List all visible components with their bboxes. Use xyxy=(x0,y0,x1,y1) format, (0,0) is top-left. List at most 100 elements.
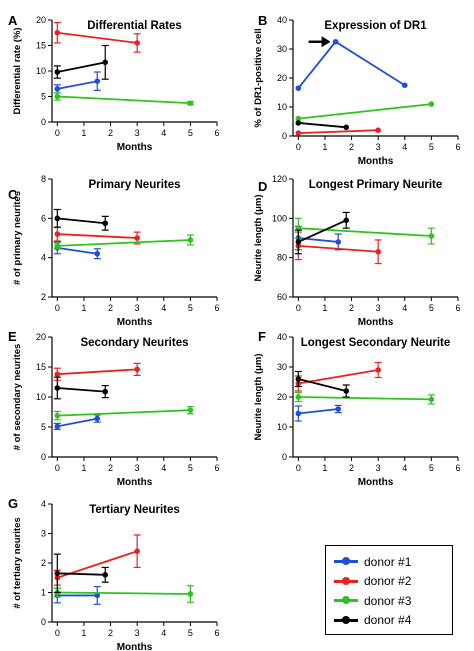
series-line xyxy=(57,239,191,247)
x-tick-label: 6 xyxy=(214,628,219,638)
series-donor4 xyxy=(53,553,109,594)
x-tick-label: 5 xyxy=(188,463,193,473)
data-point xyxy=(428,233,435,239)
series-line xyxy=(57,31,138,44)
series-donor4 xyxy=(295,120,350,131)
legend-swatch xyxy=(334,576,358,586)
x-tick-label: 4 xyxy=(402,303,407,313)
y-tick-label: 0 xyxy=(282,131,287,141)
x-axis-label: Months xyxy=(358,317,394,328)
series-donor3 xyxy=(53,234,194,250)
data-point xyxy=(102,220,109,227)
x-tick-label: 3 xyxy=(135,303,140,313)
data-point xyxy=(94,250,101,257)
data-point xyxy=(335,239,342,245)
data-point xyxy=(335,406,342,412)
legend-item: donor #2 xyxy=(334,572,452,592)
series-donor2 xyxy=(53,21,141,53)
x-tick-label: 4 xyxy=(402,463,407,473)
series-line xyxy=(298,244,379,253)
x-tick-label: 4 xyxy=(161,303,166,313)
y-tick-label: 5 xyxy=(41,422,46,432)
chart-title: Primary Neurites xyxy=(88,179,180,191)
panel-d: D Longest Primary Neurite 60 80 100 120 0 1 2 3 4 5… xyxy=(253,174,461,328)
legend-label: donor #1 xyxy=(364,554,412,569)
series-line xyxy=(298,122,347,129)
x-tick-label: 1 xyxy=(81,128,86,138)
panel-b: B Expression of DR1 0 10 20 30 40 0 1 2 3 4 5 6 Months… xyxy=(253,13,461,167)
panel-letter: A xyxy=(8,13,18,28)
series-line xyxy=(297,40,406,89)
data-point xyxy=(428,396,435,403)
series-donor4 xyxy=(53,376,109,400)
series-donor1 xyxy=(295,38,408,91)
data-point xyxy=(54,570,61,577)
y-tick-label: 0 xyxy=(282,452,287,462)
y-axis-label: # of secondary neurites xyxy=(12,344,23,451)
data-point xyxy=(134,366,140,373)
x-tick-label: 1 xyxy=(81,303,86,313)
series-line xyxy=(57,387,106,393)
data-point xyxy=(295,85,302,91)
panel-letter: G xyxy=(8,496,18,511)
y-tick-label: 2 xyxy=(41,558,46,568)
y-axis-label: % of DR1-positive cell xyxy=(253,28,264,127)
data-point xyxy=(187,100,194,106)
x-tick-label: 5 xyxy=(429,303,434,313)
x-tick-label: 4 xyxy=(161,463,166,473)
y-tick-label: 10 xyxy=(36,392,46,402)
x-axis-label: Months xyxy=(117,642,153,651)
series-line xyxy=(57,233,138,239)
series-donor3 xyxy=(295,101,435,122)
series-donor4 xyxy=(294,211,350,255)
series-line xyxy=(57,417,98,428)
data-point xyxy=(295,130,302,136)
series-line xyxy=(57,246,98,255)
y-tick-label: 4 xyxy=(41,499,46,509)
x-tick-label: 3 xyxy=(135,628,140,638)
data-point xyxy=(54,243,61,249)
series-line xyxy=(57,409,191,417)
data-point xyxy=(102,388,109,395)
data-point xyxy=(375,127,381,133)
x-tick-label: 5 xyxy=(429,463,434,473)
data-point xyxy=(102,572,109,578)
series-line xyxy=(298,378,347,392)
series-line xyxy=(57,591,191,595)
x-axis-label: Months xyxy=(358,477,394,488)
series-donor1 xyxy=(294,404,342,422)
y-tick-label: 15 xyxy=(36,41,46,51)
x-tick-label: 5 xyxy=(188,303,193,313)
data-point xyxy=(54,423,61,430)
legend: donor #1 donor #2 donor #3 donor #4 xyxy=(325,545,453,635)
y-axis-label: Differential rate (%) xyxy=(12,27,23,114)
y-tick-label: 2 xyxy=(41,292,46,302)
y-tick-label: 80 xyxy=(277,253,287,263)
series-line xyxy=(57,95,191,105)
data-point xyxy=(54,231,61,237)
x-tick-label: 4 xyxy=(161,128,166,138)
series-donor2 xyxy=(53,362,141,381)
series-line xyxy=(298,129,379,134)
data-point xyxy=(401,82,408,89)
y-tick-label: 20 xyxy=(277,73,287,83)
x-tick-label: 1 xyxy=(322,303,327,313)
x-tick-label: 0 xyxy=(296,463,301,473)
chart-title: Expression of DR1 xyxy=(324,20,427,32)
x-tick-label: 1 xyxy=(322,142,327,152)
series-donor4 xyxy=(53,44,109,80)
data-point xyxy=(295,120,302,126)
legend-item: donor #3 xyxy=(334,591,452,611)
x-tick-label: 3 xyxy=(376,303,381,313)
legend-swatch xyxy=(334,557,358,566)
x-tick-label: 2 xyxy=(108,303,113,313)
data-point xyxy=(54,371,61,378)
panel-letter: D xyxy=(258,179,267,194)
legend-swatch xyxy=(334,596,358,605)
data-point xyxy=(54,86,61,92)
data-point xyxy=(134,40,140,46)
y-tick-label: 100 xyxy=(272,213,287,223)
data-point xyxy=(343,217,350,224)
x-axis-label: Months xyxy=(358,156,394,167)
legend-item: donor #4 xyxy=(334,611,452,631)
